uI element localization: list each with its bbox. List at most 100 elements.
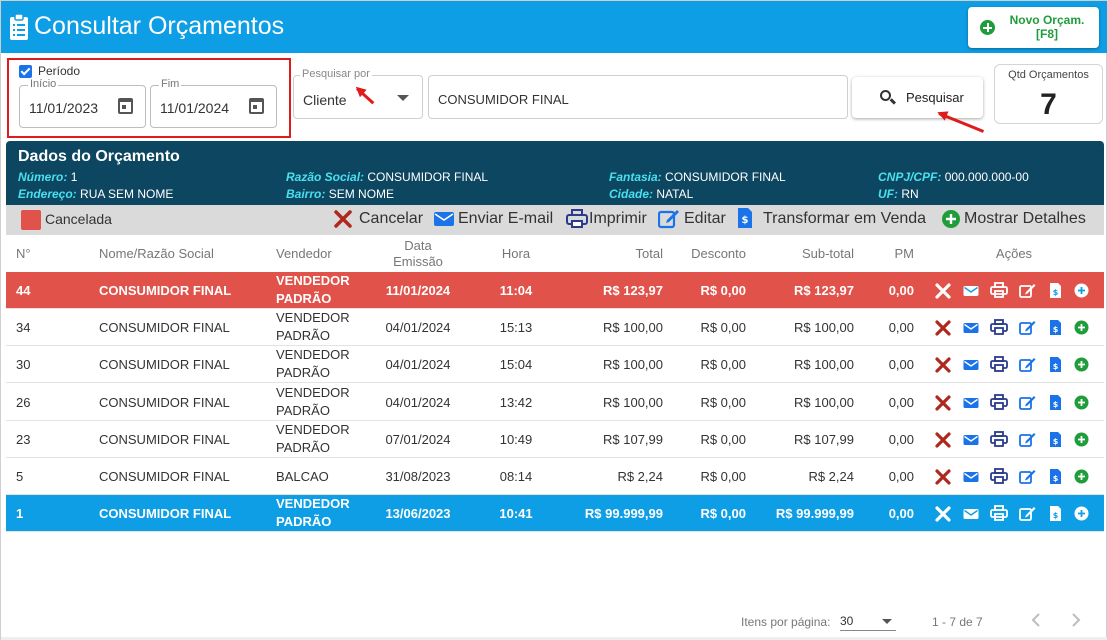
row-numero: 23: [16, 432, 31, 447]
inicio-label: Início: [28, 78, 59, 90]
table-row[interactable]: 34 CONSUMIDOR FINAL VENDEDOR PADRÃO 04/01/20…: [6, 309, 1104, 346]
pesquisar-button[interactable]: Pesquisar: [852, 77, 983, 118]
invoice-icon[interactable]: $: [1049, 468, 1069, 488]
x-icon[interactable]: [934, 468, 954, 488]
x-icon[interactable]: [934, 319, 954, 339]
envelope-icon[interactable]: [963, 358, 983, 378]
fim-date-field[interactable]: Fim 11/01/2024: [150, 78, 277, 128]
envelope-icon[interactable]: [963, 284, 983, 304]
page-title: Consultar Orçamentos: [34, 12, 285, 40]
invoice-icon[interactable]: $: [1049, 356, 1069, 376]
edit-icon[interactable]: [1019, 505, 1039, 525]
plus-circle-icon[interactable]: [1074, 432, 1094, 452]
invoice-icon[interactable]: $: [1049, 431, 1069, 451]
inicio-date-field[interactable]: Início 11/01/2023: [19, 78, 146, 128]
edit-icon[interactable]: [1019, 468, 1039, 488]
plus-circle-icon[interactable]: [1074, 395, 1094, 415]
periodo-checkbox[interactable]: [19, 65, 32, 78]
x-icon[interactable]: [934, 282, 954, 302]
chevron-right-icon[interactable]: [1069, 613, 1083, 627]
printer-icon[interactable]: [990, 505, 1010, 525]
envelope-icon[interactable]: [963, 507, 983, 527]
calendar-icon[interactable]: [249, 98, 264, 114]
editar-button[interactable]: Editar: [658, 208, 730, 232]
row-actions: $: [934, 467, 1099, 487]
edit-icon[interactable]: [1019, 394, 1039, 414]
plus-circle-icon[interactable]: [1074, 469, 1094, 489]
invoice-icon[interactable]: $: [1049, 319, 1069, 339]
table-row[interactable]: 26 CONSUMIDOR FINAL VENDEDOR PADRÃO 04/01/20…: [6, 384, 1104, 421]
envelope-icon[interactable]: [963, 396, 983, 416]
row-vendedor: VENDEDOR PADRÃO: [276, 347, 350, 380]
invoice-icon[interactable]: $: [1049, 505, 1069, 525]
envelope-icon[interactable]: [963, 321, 983, 341]
row-vendedor: VENDEDOR PADRÃO: [276, 310, 350, 343]
edit-icon[interactable]: [1019, 282, 1039, 302]
x-icon[interactable]: [934, 356, 954, 376]
envelope-icon[interactable]: [963, 470, 983, 490]
dados-title: Dados do Orçamento: [18, 148, 180, 165]
printer-icon[interactable]: [990, 356, 1010, 376]
transformar-venda-button[interactable]: $ Transformar em Venda: [737, 208, 932, 232]
plus-circle-icon[interactable]: [1074, 320, 1094, 340]
col-hora: Hora: [501, 246, 531, 261]
x-icon[interactable]: [934, 394, 954, 414]
table-row[interactable]: 44 CONSUMIDOR FINAL VENDEDOR PADRÃO 11/01/20…: [6, 272, 1104, 309]
pesquisar-por-select[interactable]: Pesquisar por Cliente: [293, 68, 423, 119]
calendar-icon[interactable]: [118, 98, 133, 114]
table-row[interactable]: 23 CONSUMIDOR FINAL VENDEDOR PADRÃO 07/01/20…: [6, 421, 1104, 458]
plus-circle-icon[interactable]: [1074, 506, 1094, 526]
row-numero: 5: [16, 469, 24, 484]
plus-circle-icon[interactable]: [1074, 357, 1094, 377]
row-desconto: R$ 0,00: [700, 432, 746, 447]
edit-icon[interactable]: [1019, 319, 1039, 339]
table-row[interactable]: 5 CONSUMIDOR FINAL BALCAO 31/08/2023 08:14 R$…: [6, 458, 1104, 495]
edit-icon[interactable]: [1019, 431, 1039, 451]
bairro-value: SEM NOME: [328, 187, 395, 201]
row-pm: 0,00: [888, 320, 914, 335]
row-total: R$ 99.999,99: [584, 506, 663, 521]
plus-circle-icon[interactable]: [1074, 283, 1094, 303]
svg-text:$: $: [1053, 474, 1059, 483]
printer-icon[interactable]: [990, 468, 1010, 488]
row-subtotal: R$ 100,00: [794, 357, 854, 372]
inicio-value: 11/01/2023: [29, 100, 99, 116]
table-row[interactable]: 30 CONSUMIDOR FINAL VENDEDOR PADRÃO 04/01/20…: [6, 346, 1104, 383]
imprimir-button[interactable]: Imprimir: [566, 208, 652, 232]
itens-por-pagina-select[interactable]: 30: [840, 609, 896, 631]
numero-value: 1: [70, 170, 78, 184]
fantasia-value: CONSUMIDOR FINAL: [665, 170, 786, 184]
cancelada-legend-swatch: [21, 210, 41, 230]
row-actions: $: [934, 504, 1099, 524]
row-pm: 0,00: [888, 283, 914, 298]
chevron-left-icon[interactable]: [1029, 613, 1043, 627]
row-numero: 44: [16, 283, 31, 298]
printer-icon[interactable]: [990, 282, 1010, 302]
table-row[interactable]: 1 CONSUMIDOR FINAL VENDEDOR PADRÃO 13/06/202…: [6, 495, 1104, 532]
edit-icon: [658, 210, 679, 229]
envelope-icon[interactable]: [963, 433, 983, 453]
x-icon: [334, 210, 352, 228]
x-icon[interactable]: [934, 505, 954, 525]
svg-text:$: $: [1053, 325, 1059, 334]
printer-icon[interactable]: [990, 394, 1010, 414]
mostrar-detalhes-button[interactable]: Mostrar Detalhes: [941, 208, 1096, 232]
cancelar-button[interactable]: Cancelar: [333, 208, 425, 232]
printer-icon[interactable]: [990, 431, 1010, 451]
x-icon[interactable]: [934, 431, 954, 451]
row-actions: $: [934, 430, 1099, 450]
edit-icon[interactable]: [1019, 356, 1039, 376]
pagination: Itens por página: 30 1 - 7 de 7: [1, 601, 1107, 640]
svg-text:$: $: [742, 215, 749, 226]
row-subtotal: R$ 2,24: [808, 469, 854, 484]
periodo-label: Período: [38, 64, 81, 78]
novo-orcamento-button[interactable]: Novo Orçam. [F8]: [968, 7, 1099, 48]
row-data: 04/01/2024: [385, 357, 451, 372]
search-input[interactable]: CONSUMIDOR FINAL: [428, 75, 848, 119]
row-data: 07/01/2024: [385, 432, 451, 447]
invoice-icon[interactable]: $: [1049, 282, 1069, 302]
enviar-email-button[interactable]: Enviar E-mail: [433, 208, 557, 232]
invoice-icon[interactable]: $: [1049, 394, 1069, 414]
printer-icon[interactable]: [990, 319, 1010, 339]
row-subtotal: R$ 100,00: [794, 395, 854, 410]
